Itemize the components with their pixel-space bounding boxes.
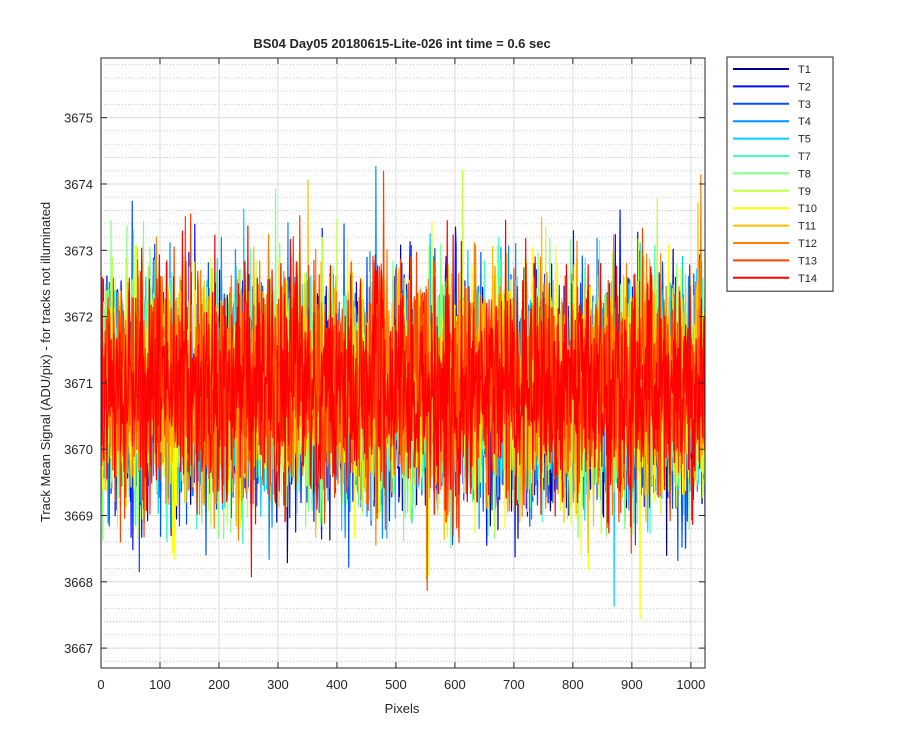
y-tick-label: 3667 bbox=[64, 641, 93, 656]
y-tick-label: 3675 bbox=[64, 111, 93, 126]
legend-item-t2: T2 bbox=[733, 81, 811, 93]
y-tick-label: 3673 bbox=[64, 243, 93, 258]
legend-label: T7 bbox=[798, 151, 811, 163]
legend-item-t1: T1 bbox=[733, 64, 811, 76]
legend-label: T8 bbox=[798, 168, 811, 180]
x-tick-label: 600 bbox=[444, 677, 466, 692]
legend-label: T2 bbox=[798, 81, 811, 93]
y-tick-label: 3671 bbox=[64, 376, 93, 391]
legend-label: T12 bbox=[798, 238, 817, 250]
legend-label: T9 bbox=[798, 186, 811, 198]
legend-item-t7: T7 bbox=[733, 151, 811, 163]
y-tick-label: 3668 bbox=[64, 575, 93, 590]
legend-item-t11: T11 bbox=[733, 221, 816, 233]
legend-item-t13: T13 bbox=[733, 255, 817, 267]
legend-item-t4: T4 bbox=[733, 116, 811, 128]
x-axis-ticks: 0 100 200 300 400 500 600 700 800 900 1000 bbox=[97, 58, 705, 692]
legend-item-t14: T14 bbox=[733, 273, 817, 285]
x-tick-label: 800 bbox=[562, 677, 584, 692]
x-tick-label: 200 bbox=[208, 677, 230, 692]
legend-label: T4 bbox=[798, 116, 811, 128]
legend-item-t3: T3 bbox=[733, 99, 811, 111]
series-lines bbox=[101, 165, 705, 620]
legend: T1 T2 T3 T4 T5 T7 T8 T9 T10 T11 T12 T13 T14 bbox=[726, 56, 834, 292]
legend-item-t8: T8 bbox=[733, 168, 811, 180]
legend-label: T1 bbox=[798, 64, 811, 76]
y-tick-label: 3672 bbox=[64, 310, 93, 325]
plot-area: 0 100 200 300 400 500 600 700 800 900 1000 3667 3668… bbox=[64, 57, 706, 692]
legend-item-t5: T5 bbox=[733, 134, 811, 146]
legend-item-t9: T9 bbox=[733, 186, 811, 198]
legend-label: T11 bbox=[798, 221, 816, 233]
x-tick-label: 100 bbox=[149, 677, 171, 692]
x-axis-label: Pixels bbox=[385, 701, 420, 716]
legend-label: T14 bbox=[798, 273, 817, 285]
x-tick-label: 500 bbox=[385, 677, 407, 692]
series-line-t14 bbox=[101, 219, 705, 578]
legend-label: T10 bbox=[798, 203, 817, 215]
chart-title: BS04 Day05 20180615-Lite-026 int time = … bbox=[253, 36, 550, 51]
x-tick-label: 0 bbox=[97, 677, 104, 692]
x-tick-label: 900 bbox=[621, 677, 643, 692]
axes-box bbox=[100, 57, 706, 669]
x-tick-label: 700 bbox=[503, 677, 525, 692]
x-tick-label: 400 bbox=[326, 677, 348, 692]
legend-label: T5 bbox=[798, 134, 811, 146]
y-axis-ticks: 3667 3668 3669 3670 3671 3672 3673 3674 3675 bbox=[64, 111, 705, 656]
legend-label: T3 bbox=[798, 99, 811, 111]
legend-item-t10: T10 bbox=[733, 203, 817, 215]
legend-item-t12: T12 bbox=[733, 238, 817, 250]
legend-label: T13 bbox=[798, 255, 817, 267]
y-tick-label: 3674 bbox=[64, 177, 93, 192]
y-tick-label: 3670 bbox=[64, 442, 93, 457]
x-tick-label: 1000 bbox=[676, 677, 705, 692]
y-tick-label: 3669 bbox=[64, 509, 93, 524]
y-axis-label: Track Mean Signal (ADU/pix) - for tracks… bbox=[38, 202, 53, 522]
x-tick-label: 300 bbox=[267, 677, 289, 692]
